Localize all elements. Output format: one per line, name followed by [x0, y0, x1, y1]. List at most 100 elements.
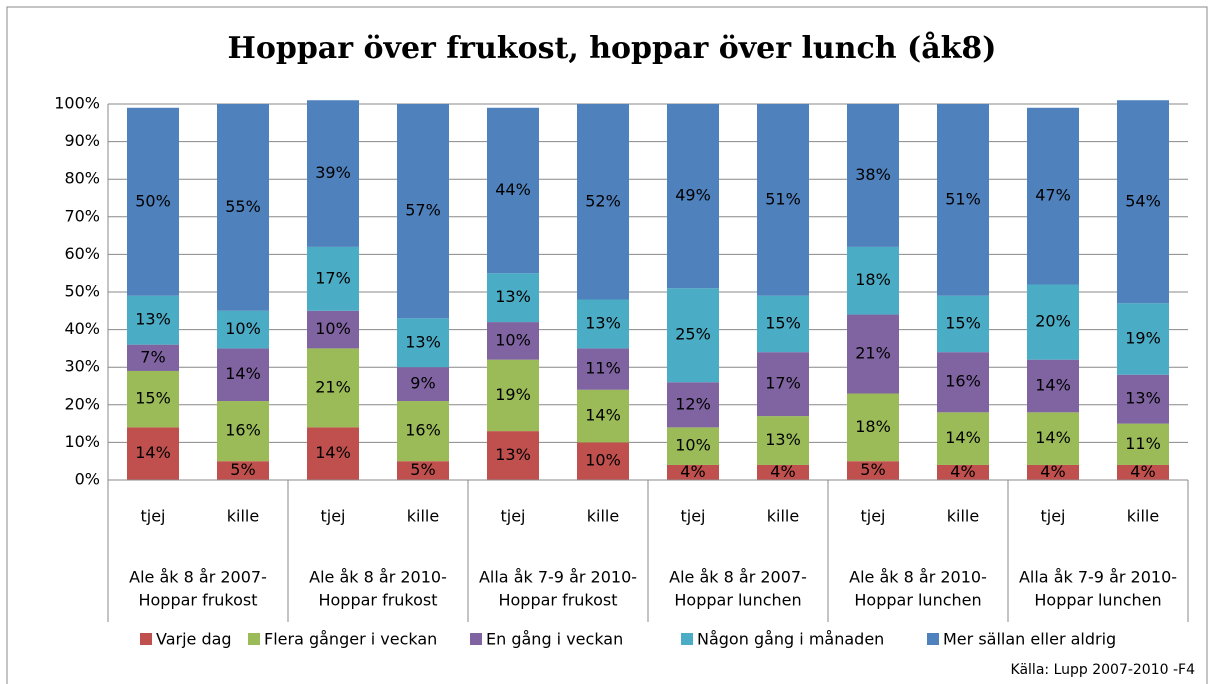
bar-segment [397, 401, 449, 462]
bar-segment [757, 416, 809, 465]
legend-label: Varje dag [156, 630, 232, 649]
y-tick-label: 70% [64, 206, 100, 225]
group-label: Hoppar frukost [138, 591, 257, 610]
group-label: Hoppar lunchen [674, 591, 801, 610]
legend-label: Någon gång i månaden [697, 630, 884, 649]
data-label: 18% [855, 270, 891, 289]
legend-label: Flera gånger i veckan [264, 630, 437, 649]
data-label: 14% [585, 406, 621, 425]
data-label: 21% [315, 377, 351, 396]
bar-segment [217, 104, 269, 311]
bar-segment [937, 295, 989, 353]
y-tick-label: 100% [54, 94, 100, 113]
group-label: Hoppar frukost [498, 591, 617, 610]
chart-border [6, 6, 1208, 684]
data-label: 38% [855, 165, 891, 184]
bar-segment [847, 393, 899, 462]
y-tick-label: 20% [64, 394, 100, 413]
data-label: 17% [765, 374, 801, 393]
bar-segment [577, 348, 629, 390]
bar-segment [757, 352, 809, 417]
bar-segment [127, 344, 179, 371]
y-tick-label: 80% [64, 169, 100, 188]
bar-segment [307, 310, 359, 349]
legend-swatch [248, 633, 260, 645]
bar-segment [847, 104, 899, 247]
data-label: 11% [1125, 434, 1161, 453]
x-tick-label: tjej [680, 507, 705, 526]
legend-label: En gång i veckan [486, 630, 623, 649]
data-label: 5% [410, 460, 435, 479]
bar-segment [217, 310, 269, 349]
bar-segment [397, 461, 449, 480]
data-label: 16% [405, 421, 441, 440]
data-label: 4% [680, 462, 705, 481]
data-label: 10% [225, 319, 261, 338]
data-label: 21% [855, 344, 891, 363]
data-label: 13% [495, 445, 531, 464]
data-label: 7% [140, 347, 165, 366]
bar-segment [397, 367, 449, 402]
x-tick-label: kille [227, 507, 259, 526]
bar-segment [1027, 107, 1079, 285]
bar-segment [667, 382, 719, 428]
data-label: 51% [945, 189, 981, 208]
bar-segment [487, 107, 539, 274]
bar-segment [127, 370, 179, 428]
bar-segment [937, 412, 989, 465]
data-label: 16% [225, 421, 261, 440]
bar-segment [487, 359, 539, 432]
bar-segment [1117, 303, 1169, 375]
bar-segment [307, 246, 359, 311]
y-tick-label: 60% [64, 244, 100, 263]
bar-segment [1027, 412, 1079, 465]
x-tick-label: kille [947, 507, 979, 526]
bar-segment [217, 401, 269, 462]
data-label: 55% [225, 197, 261, 216]
group-label: Ale åk 8 år 2010- [309, 568, 447, 587]
legend-swatch [681, 633, 693, 645]
data-label: 52% [585, 191, 621, 210]
bar-segment [487, 431, 539, 480]
bar-segment [1117, 100, 1169, 304]
bar-segment [577, 299, 629, 349]
data-label: 15% [765, 313, 801, 332]
data-label: 20% [1035, 312, 1071, 331]
group-label: Alla åk 7-9 år 2010- [1019, 568, 1177, 587]
group-label: Ale åk 8 år 2007- [129, 568, 267, 587]
y-tick-label: 0% [75, 470, 100, 489]
data-label: 19% [1125, 329, 1161, 348]
data-label: 14% [945, 428, 981, 447]
data-label: 11% [585, 359, 621, 378]
data-label: 14% [1035, 376, 1071, 395]
data-label: 47% [1035, 186, 1071, 205]
x-tick-label: tjej [320, 507, 345, 526]
data-label: 10% [585, 451, 621, 470]
y-tick-label: 30% [64, 357, 100, 376]
bar-segment [487, 273, 539, 323]
bar-segment [127, 295, 179, 345]
bar-segment [577, 389, 629, 443]
chart-title: Hoppar över frukost, hoppar över lunch (… [228, 31, 997, 66]
data-label: 16% [945, 372, 981, 391]
data-label: 50% [135, 191, 171, 210]
data-label: 15% [945, 313, 981, 332]
group-label: Hoppar lunchen [854, 591, 981, 610]
data-label: 12% [675, 394, 711, 413]
data-label: 49% [675, 186, 711, 205]
bar-segment [1027, 359, 1079, 413]
bar-segment [127, 107, 179, 296]
group-label: Hoppar lunchen [1034, 591, 1161, 610]
y-tick-label: 50% [64, 282, 100, 301]
legend-swatch [927, 633, 939, 645]
bar-segment [937, 352, 989, 413]
bar-segment [1117, 374, 1169, 424]
source-note: Källa: Lupp 2007-2010 -F4 [1011, 662, 1196, 678]
legend-label: Mer sällan eller aldrig [943, 630, 1116, 649]
data-label: 17% [315, 268, 351, 287]
group-label: Alla åk 7-9 år 2010- [479, 568, 637, 587]
legend-swatch [470, 633, 482, 645]
data-label: 14% [315, 443, 351, 462]
data-label: 14% [225, 364, 261, 383]
data-label: 13% [1125, 389, 1161, 408]
